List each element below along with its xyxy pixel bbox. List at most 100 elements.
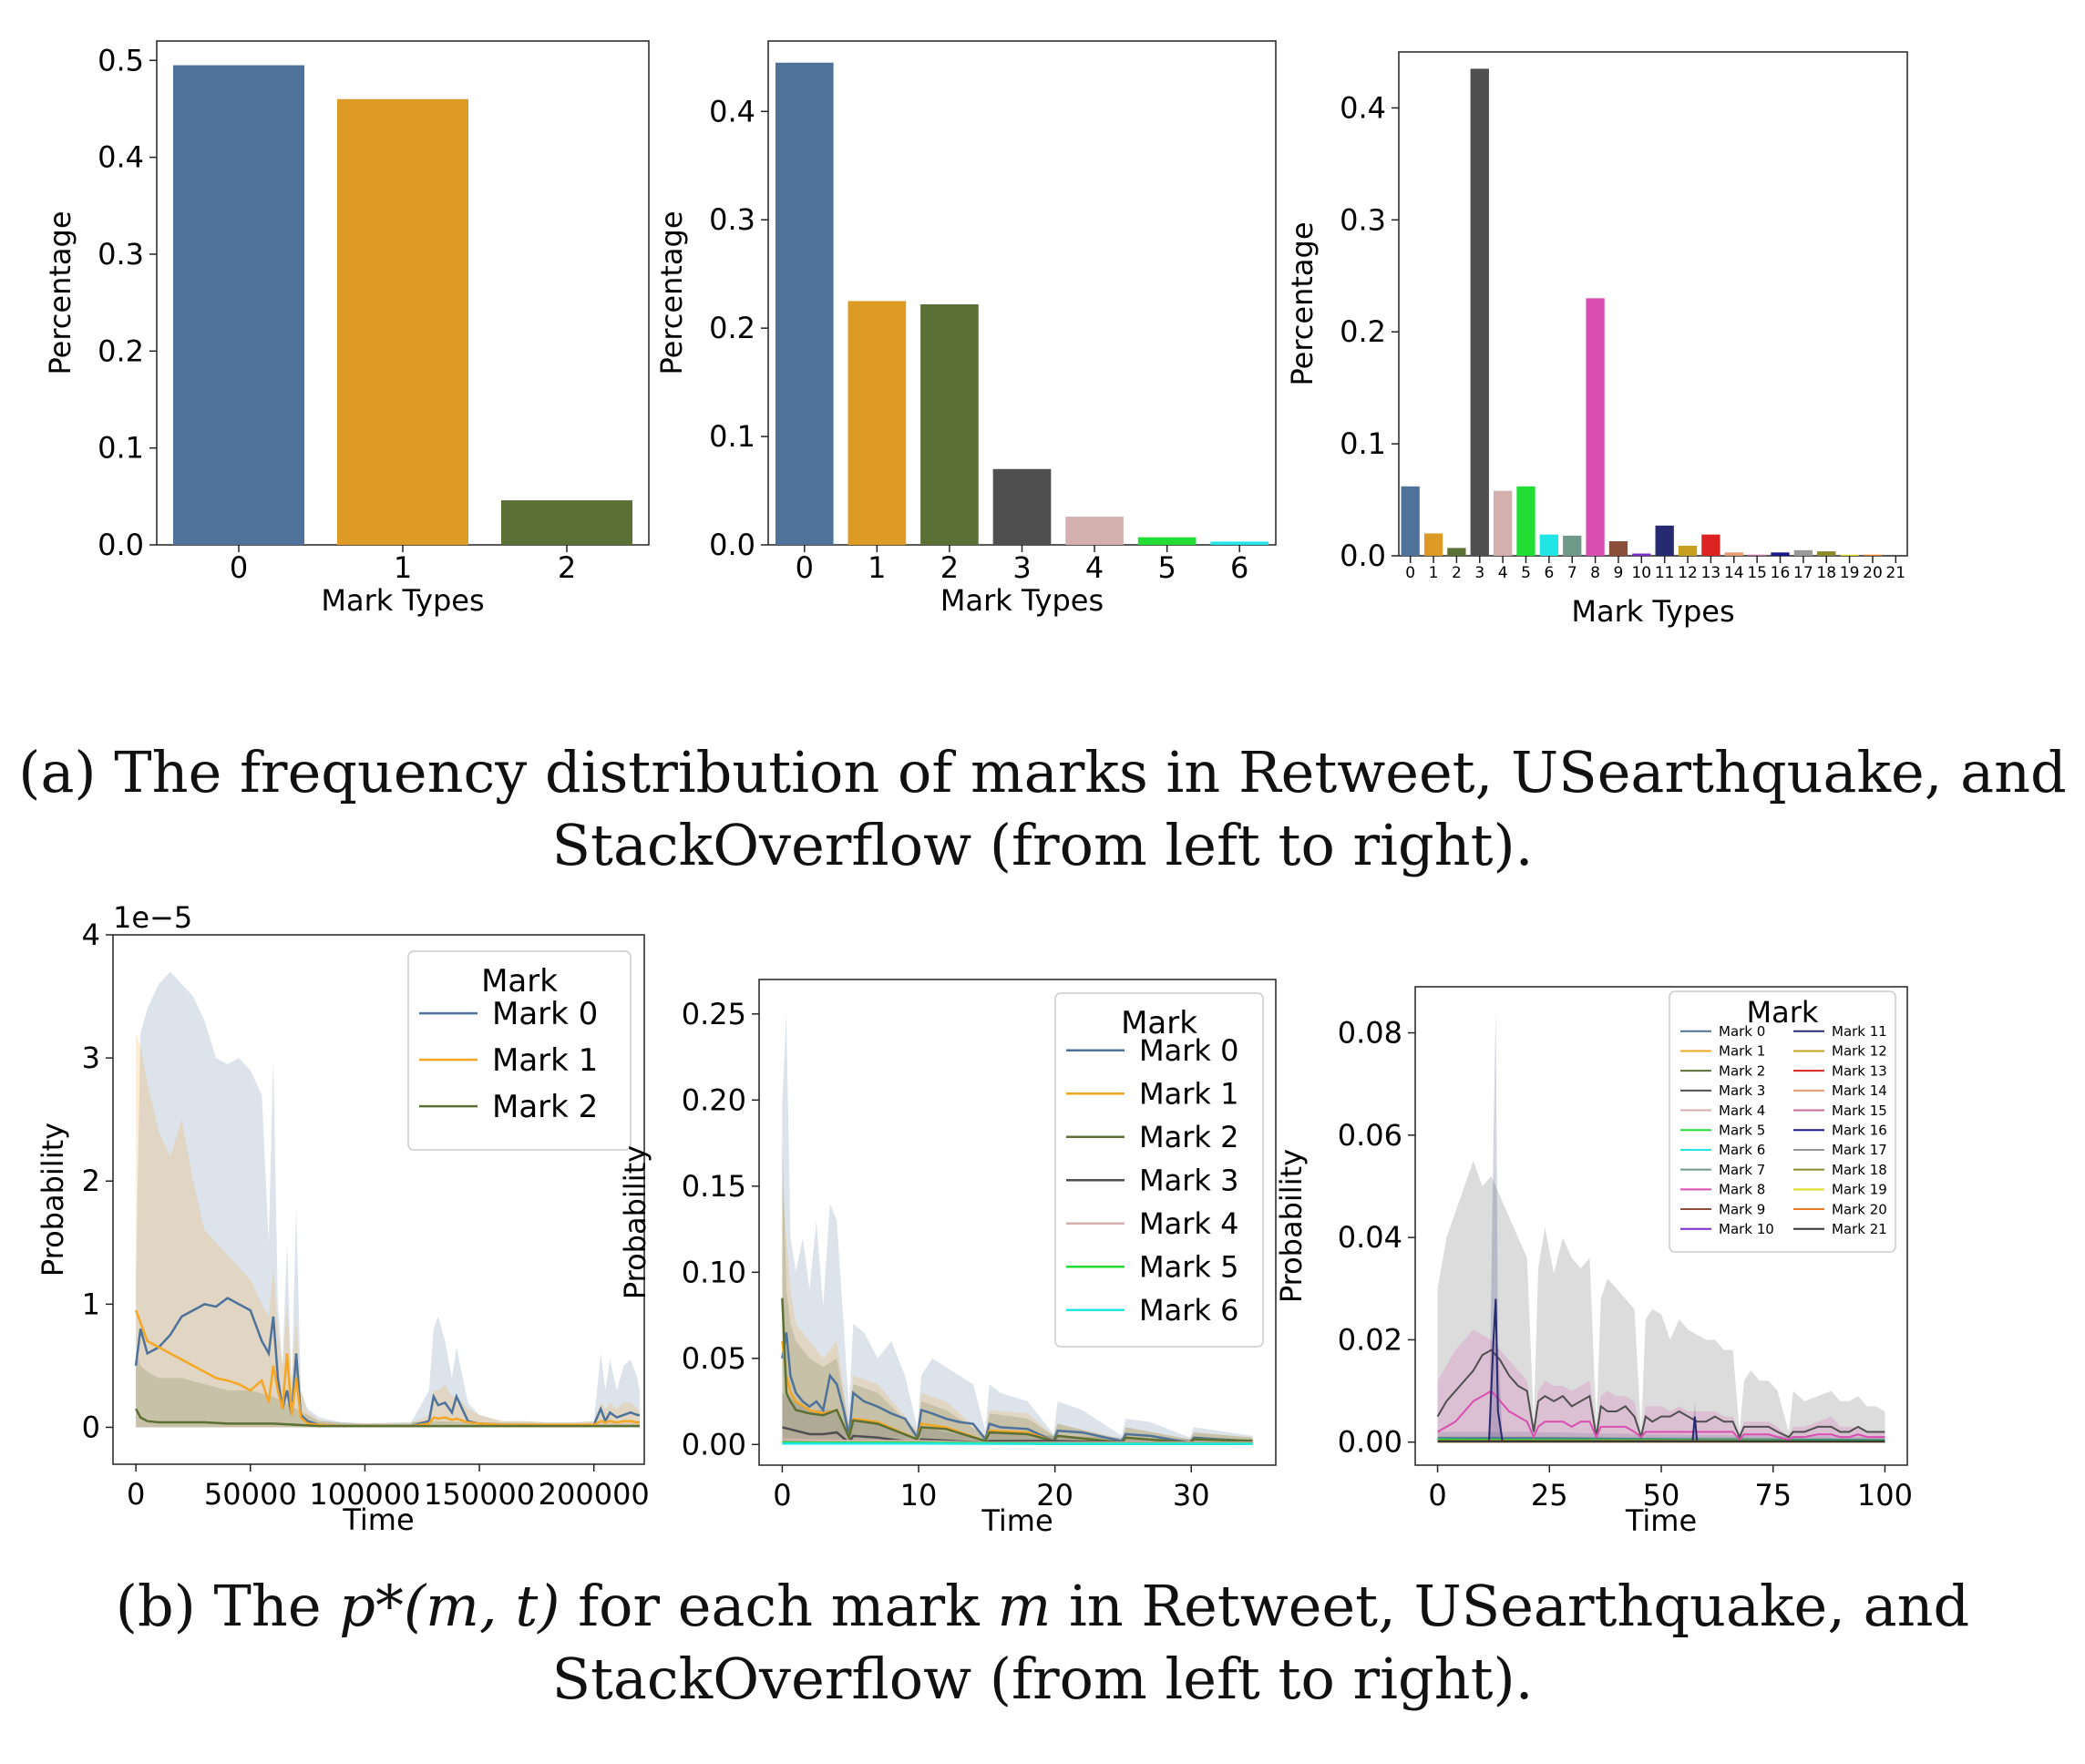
bar-15 bbox=[1748, 555, 1766, 556]
bar-14 bbox=[1725, 552, 1743, 556]
x-tick-label: 13 bbox=[1701, 564, 1721, 582]
caption-b-math: p*(m, t) bbox=[339, 1573, 560, 1639]
y-tick-label: 0.00 bbox=[682, 1427, 746, 1461]
legend-label-21: Mark 21 bbox=[1832, 1221, 1887, 1237]
legend-label-10: Mark 10 bbox=[1719, 1221, 1774, 1237]
y-tick-label: 0.2 bbox=[1340, 314, 1386, 349]
legend-label-14: Mark 14 bbox=[1832, 1082, 1887, 1099]
x-axis-label: Mark Types bbox=[940, 583, 1104, 618]
x-tick-label: 8 bbox=[1590, 564, 1600, 582]
legend-label-18: Mark 18 bbox=[1832, 1162, 1887, 1178]
bar-10 bbox=[1632, 554, 1650, 556]
bar-5 bbox=[1516, 487, 1535, 556]
bar-9 bbox=[1609, 541, 1628, 556]
x-tick-label: 5 bbox=[1521, 564, 1531, 582]
y-tick-label: 0.10 bbox=[682, 1255, 746, 1289]
bar-5 bbox=[1138, 538, 1197, 545]
bar-3 bbox=[993, 469, 1052, 545]
x-tick-label: 2 bbox=[1452, 564, 1462, 582]
legend-label-16: Mark 16 bbox=[1832, 1123, 1887, 1139]
x-tick-label: 10 bbox=[1631, 564, 1651, 582]
bar-2 bbox=[1447, 548, 1465, 556]
x-tick-label: 0 bbox=[773, 1478, 791, 1513]
legend-label-3: Mark 3 bbox=[1139, 1164, 1238, 1198]
bar-6 bbox=[1540, 535, 1558, 556]
y-tick-label: 0.5 bbox=[98, 43, 144, 77]
bar-0 bbox=[775, 63, 834, 545]
bar-11 bbox=[1656, 526, 1674, 556]
x-tick-label: 20 bbox=[1036, 1478, 1073, 1513]
y-tick-label: 0.1 bbox=[98, 431, 144, 466]
bar-20 bbox=[1864, 555, 1882, 556]
x-tick-label: 6 bbox=[1230, 550, 1248, 585]
bar-4 bbox=[1494, 491, 1512, 556]
legend-label-0: Mark 0 bbox=[492, 996, 598, 1032]
y-tick-label: 0.08 bbox=[1338, 1016, 1402, 1051]
bar-17 bbox=[1794, 550, 1813, 556]
y-tick-label: 0.00 bbox=[1338, 1425, 1402, 1460]
caption-a-text: (a) The frequency distribution of marks … bbox=[18, 739, 2066, 878]
x-tick-label: 150000 bbox=[424, 1477, 535, 1512]
x-tick-label: 9 bbox=[1614, 564, 1624, 582]
legend-label-1: Mark 1 bbox=[1139, 1077, 1238, 1112]
x-axis-label: Mark Types bbox=[321, 583, 484, 618]
bar-2 bbox=[501, 500, 632, 545]
legend-label-12: Mark 12 bbox=[1832, 1043, 1887, 1060]
x-tick-label: 15 bbox=[1747, 564, 1767, 582]
y-tick-label: 0.3 bbox=[1340, 202, 1386, 237]
x-tick-label: 0 bbox=[1428, 1478, 1446, 1513]
y-tick-label: 0.0 bbox=[1340, 538, 1386, 573]
x-tick-label: 0 bbox=[127, 1477, 145, 1512]
caption-b-mid: for each mark bbox=[560, 1573, 997, 1639]
legend-label-1: Mark 1 bbox=[492, 1042, 598, 1079]
caption-b-prefix: (b) The bbox=[116, 1573, 339, 1639]
x-tick-label: 7 bbox=[1567, 564, 1577, 582]
bar-13 bbox=[1701, 535, 1720, 556]
legend-label-9: Mark 9 bbox=[1719, 1201, 1765, 1217]
x-tick-label: 100 bbox=[1857, 1478, 1913, 1513]
y-tick-label: 0.15 bbox=[682, 1169, 746, 1204]
y-tick-label: 0.0 bbox=[98, 528, 144, 562]
legend-label-20: Mark 20 bbox=[1832, 1201, 1887, 1217]
y-tick-label: 0.1 bbox=[709, 419, 755, 454]
legend-label-2: Mark 2 bbox=[1719, 1062, 1765, 1079]
y-tick-label: 0.4 bbox=[98, 140, 144, 175]
y-tick-label: 3 bbox=[82, 1041, 100, 1075]
y-tick-label: 0.04 bbox=[1338, 1220, 1402, 1255]
x-tick-label: 30 bbox=[1173, 1478, 1210, 1513]
bar-0 bbox=[173, 66, 304, 545]
x-tick-label: 16 bbox=[1771, 564, 1791, 582]
y-tick-label: 2 bbox=[82, 1164, 100, 1198]
y-offset-label: 1e−5 bbox=[113, 900, 192, 935]
legend-label-0: Mark 0 bbox=[1139, 1033, 1238, 1068]
legend-label-2: Mark 2 bbox=[1139, 1120, 1238, 1154]
x-tick-label: 12 bbox=[1678, 564, 1698, 582]
x-tick-label: 21 bbox=[1885, 564, 1905, 582]
bar-12 bbox=[1679, 546, 1697, 556]
y-axis-label: Probability bbox=[1274, 1149, 1309, 1303]
bar-2 bbox=[920, 304, 979, 545]
x-tick-label: 14 bbox=[1724, 564, 1744, 582]
bar-6 bbox=[1210, 541, 1268, 545]
bar-21 bbox=[1886, 555, 1905, 556]
chart-4: 0.000.050.100.150.200.25ProbabilityTime0… bbox=[618, 979, 1276, 1538]
bar-1 bbox=[848, 301, 907, 545]
y-tick-label: 0.2 bbox=[98, 333, 144, 368]
y-axis-label: Percentage bbox=[1285, 221, 1320, 385]
x-tick-label: 11 bbox=[1655, 564, 1675, 582]
y-tick-label: 0.2 bbox=[709, 311, 755, 345]
y-axis-label: Percentage bbox=[654, 210, 689, 374]
y-tick-label: 0.3 bbox=[709, 202, 755, 237]
legend-title: Mark bbox=[481, 963, 558, 1000]
x-tick-label: 1 bbox=[394, 550, 412, 585]
legend-label-13: Mark 13 bbox=[1832, 1062, 1887, 1079]
legend-label-4: Mark 4 bbox=[1719, 1102, 1765, 1119]
x-tick-label: 18 bbox=[1816, 564, 1836, 582]
x-tick-label: 3 bbox=[1474, 564, 1484, 582]
x-tick-label: 50000 bbox=[204, 1477, 297, 1512]
legend-label-2: Mark 2 bbox=[492, 1089, 598, 1125]
x-tick-label: 0 bbox=[796, 550, 814, 585]
x-tick-label: 20 bbox=[1863, 564, 1883, 582]
